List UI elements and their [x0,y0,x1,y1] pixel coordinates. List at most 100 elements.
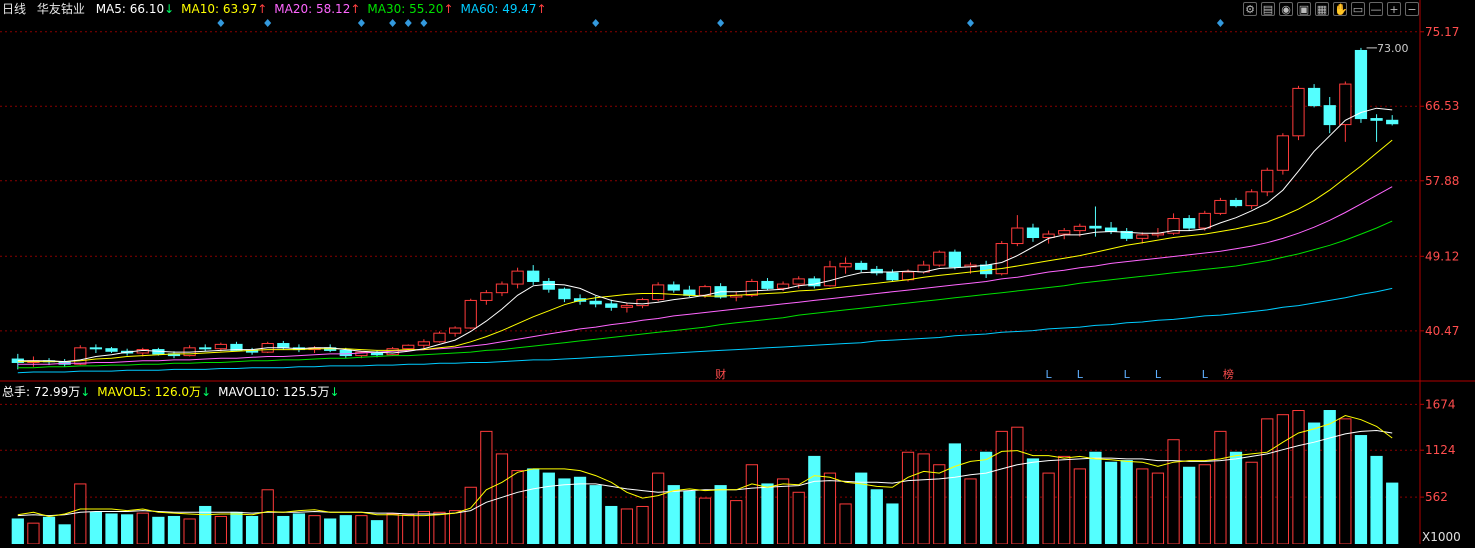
volume-bar [1042,472,1055,545]
volume-bar [636,505,649,545]
candle [730,291,743,302]
candle [652,282,665,302]
chart-icon[interactable]: ▤ [1261,2,1275,16]
candle-body [511,270,524,285]
candle [886,269,899,282]
volume-tick-label: 1124 [1425,443,1456,457]
price-header: 日线 华友钴业 MA5: 66.10↓ MA10: 63.97↑ MA20: 58.… [2,2,561,16]
candle-body [620,305,634,308]
candle-body [636,299,649,307]
volume-bar [448,510,462,545]
ma20-line [17,186,1393,365]
candle-body [339,349,352,357]
event-annotation: 财 [715,367,726,381]
candle-body [1370,118,1383,121]
volume-bar [89,511,103,545]
volume-bar [261,489,274,545]
volume-bar [230,511,243,545]
volume-bar [324,518,337,545]
ma30-line [17,220,1393,369]
plus-icon[interactable]: + [1387,2,1401,16]
event-annotation: L [1077,368,1084,381]
volume-bar [27,522,40,545]
volume-bar [1323,410,1336,545]
candle-body [1354,49,1368,120]
candle [448,326,462,337]
ma-legend: MA5: 66.10↓ MA10: 63.97↑ MA20: 58.12↑ MA30:… [96,2,554,16]
volume-bar [121,514,134,545]
candle-body [480,292,493,301]
gear-icon[interactable]: ⚙ [1243,2,1257,16]
candle-body [667,284,680,291]
gift-icon[interactable]: ▦ [1315,2,1329,16]
candle-body [1214,199,1227,214]
volume-bar [136,512,149,545]
volume-bar [964,478,977,545]
candle-body [652,284,665,301]
candle [995,240,1008,276]
period-label[interactable]: 日线 [2,2,27,16]
candle [1167,213,1180,235]
volume-bar [1229,451,1243,545]
volume-bar [11,518,24,545]
lock-icon[interactable]: ▣ [1297,2,1311,16]
volume-bar [808,455,821,545]
candle [417,339,430,349]
candle [1307,84,1321,108]
candle-body [495,283,509,294]
candle [1245,189,1258,210]
candle [433,331,446,343]
candle-body [1026,227,1040,239]
candle [511,267,524,289]
volume-bar [1073,468,1086,545]
candle-body [1104,227,1118,232]
volume-bar [933,464,946,545]
volume-unit-label: X1000 [1422,530,1461,544]
candle [1183,215,1196,231]
ma-legend-item-3: MA30: 55.20↑ [367,2,454,16]
stock-name: 华友钴业 [36,2,85,16]
candle-body [105,348,118,352]
save-icon[interactable]: ▭ [1351,2,1365,16]
volume-bar [74,483,87,545]
volume-bar [1058,455,1071,545]
candle-body [1042,233,1055,239]
event-marker-icon [389,19,397,27]
candle-body [402,344,415,350]
event-annotation: L [1124,368,1131,381]
volume-bar [1198,464,1211,545]
volume-bar [433,511,446,545]
candle [933,250,946,267]
candle [761,278,774,291]
minus-line-icon[interactable]: — [1369,2,1383,16]
volume-tick-label: 1674 [1425,397,1456,411]
volume-bar [1183,466,1196,545]
candle-body [1011,227,1024,245]
volume-bar [667,485,680,545]
candle [542,278,555,293]
price-tick-label: 75.17 [1425,25,1459,39]
volume-bar [152,516,165,545]
candle-body [589,300,602,305]
hand-icon[interactable]: ✋ [1333,2,1348,16]
candle [792,276,805,289]
candle [1354,47,1368,123]
event-annotation: L [1202,368,1209,381]
candle-body [433,332,446,343]
mavol10-line [17,429,1393,517]
volume-bar [917,453,930,545]
volume-bar [183,518,196,545]
volume-bar [1167,439,1180,545]
eye-icon[interactable]: ◉ [1279,2,1293,16]
volume-bar [214,515,227,545]
candle [1214,197,1227,216]
ma60-line [17,287,1393,374]
candle [636,297,649,309]
minus-icon[interactable]: − [1405,2,1419,16]
candle-body [417,341,430,346]
candle-body [761,280,774,289]
candle-body [1386,119,1399,125]
event-annotation: L [1155,368,1162,381]
